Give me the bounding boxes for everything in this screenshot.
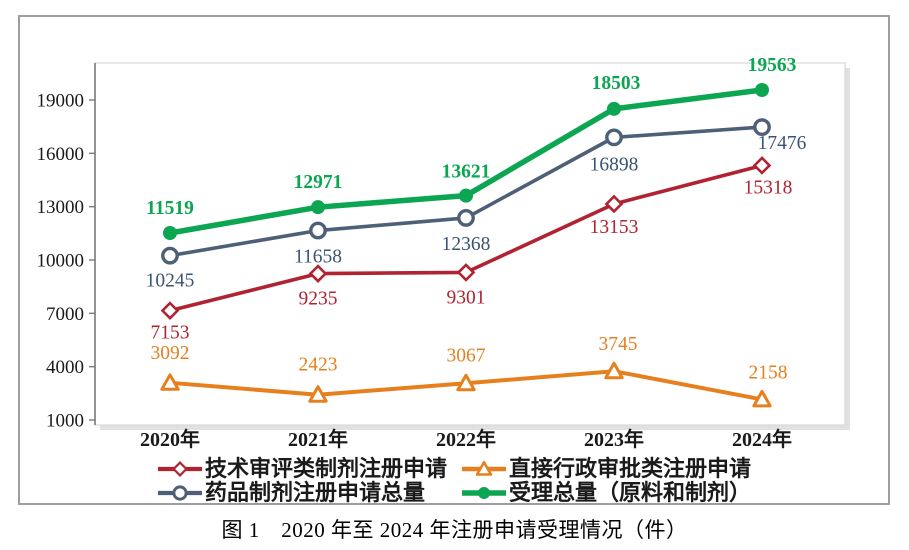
data-label: 7153 xyxy=(151,323,190,344)
data-label: 10245 xyxy=(146,271,195,292)
y-tick-label: 7000 xyxy=(46,304,84,325)
legend-item-label: 受理总量（原料和制剂） xyxy=(509,480,752,505)
data-point-marker xyxy=(604,194,624,214)
data-point-marker xyxy=(161,246,179,265)
series-acceptance-total-api-and-formulation xyxy=(163,82,769,240)
data-label: 3067 xyxy=(447,345,486,366)
data-label: 12971 xyxy=(294,172,343,193)
data-label: 11519 xyxy=(146,198,194,219)
data-label: 13621 xyxy=(442,162,491,183)
data-label: 17476 xyxy=(758,133,807,154)
triangle-hollow-legend-icon xyxy=(462,460,506,476)
x-axis-labels: 2020年 2021年 2022年 2023年 2024年 xyxy=(140,427,792,451)
data-labels-drug-formulation-applications-total: 10245 11658 12368 16898 17476 xyxy=(146,133,807,292)
data-point-marker xyxy=(160,301,180,320)
data-label: 13153 xyxy=(590,217,639,238)
data-point-marker xyxy=(160,373,180,391)
data-point-marker xyxy=(308,385,328,403)
y-tick-label: 13000 xyxy=(37,197,85,218)
y-axis: 19000 16000 13000 10000 7000 4000 1000 xyxy=(37,63,96,432)
data-labels-tech-review-formulation-applications: 7153 9235 9301 13153 15318 xyxy=(151,177,793,343)
figure-caption: 图 1 2020 年至 2024 年注册申请受理情况（件） xyxy=(221,518,688,542)
data-label: 16898 xyxy=(590,154,639,175)
y-tick-label: 10000 xyxy=(37,251,85,272)
data-point-marker xyxy=(752,389,772,408)
data-labels-direct-admin-approval-applications: 3092 2423 3067 3745 2158 xyxy=(151,334,788,383)
data-label: 9301 xyxy=(447,287,486,308)
data-point-marker xyxy=(309,221,327,240)
diamond-hollow-legend-icon xyxy=(157,461,202,477)
x-tick-label: 2021年 xyxy=(288,427,348,451)
data-point-marker xyxy=(605,128,623,147)
y-tick-label: 16000 xyxy=(37,144,85,165)
data-label: 2423 xyxy=(299,355,338,376)
data-point-marker xyxy=(459,188,473,203)
legend-item-tech-review-formulation-applications: 技术审评类制剂注册申请 xyxy=(157,457,447,481)
data-point-marker xyxy=(607,101,621,116)
x-tick-label: 2022年 xyxy=(436,427,496,451)
data-point-marker xyxy=(752,156,772,175)
x-tick-label: 2023年 xyxy=(584,427,644,451)
x-tick-label: 2020年 xyxy=(140,427,200,451)
legend-item-label: 技术审评类制剂注册申请 xyxy=(204,456,447,481)
series-direct-admin-approval-applications xyxy=(160,361,772,408)
data-label: 11658 xyxy=(294,247,342,268)
data-point-marker xyxy=(604,361,624,380)
legend-item-acceptance-total-api-and-formulation: 受理总量（原料和制剂） xyxy=(461,481,751,505)
data-label: 15318 xyxy=(744,177,793,198)
data-point-marker xyxy=(311,200,325,215)
x-tick-label: 2024年 xyxy=(732,427,792,451)
data-point-marker xyxy=(456,373,476,392)
data-point-marker xyxy=(456,263,476,282)
series-tech-review-formulation-applications xyxy=(160,156,772,320)
data-point-marker xyxy=(457,209,475,227)
chart-legend: 技术审评类制剂注册申请 直接行政审批类注册申请药品制剂注册申请总量 受理总量（原料和… xyxy=(20,457,888,505)
data-point-marker xyxy=(163,225,177,240)
legend-item-direct-admin-approval-applications: 直接行政审批类注册申请 xyxy=(461,457,751,481)
data-point-marker xyxy=(308,264,328,283)
legend-item-drug-formulation-applications-total: 药品制剂注册申请总量 xyxy=(157,481,447,505)
data-label: 12368 xyxy=(442,234,491,255)
data-label: 9235 xyxy=(299,289,338,310)
data-point-marker xyxy=(753,118,771,136)
data-label: 3745 xyxy=(599,334,638,355)
chart-box: 19000 16000 13000 10000 7000 4000 1000 2020年 202… xyxy=(18,15,890,505)
y-tick-label: 4000 xyxy=(46,357,84,378)
circle-filled-legend-icon xyxy=(462,487,506,499)
series-drug-formulation-applications-total xyxy=(161,118,771,265)
y-tick-label: 19000 xyxy=(37,91,85,112)
y-tick-label: 1000 xyxy=(46,411,84,432)
data-point-marker xyxy=(755,82,769,97)
data-label: 19563 xyxy=(748,55,797,76)
data-label: 18503 xyxy=(592,73,641,94)
data-label: 3092 xyxy=(151,343,190,364)
legend-item-label: 药品制剂注册申请总量 xyxy=(204,480,425,505)
data-labels-acceptance-total-api-and-formulation: 11519 12971 13621 18503 19563 xyxy=(146,55,796,219)
legend-item-label: 直接行政审批类注册申请 xyxy=(509,456,752,481)
circle-hollow-legend-icon xyxy=(157,485,202,501)
data-label: 2158 xyxy=(749,362,788,383)
plot-panel xyxy=(94,62,846,426)
